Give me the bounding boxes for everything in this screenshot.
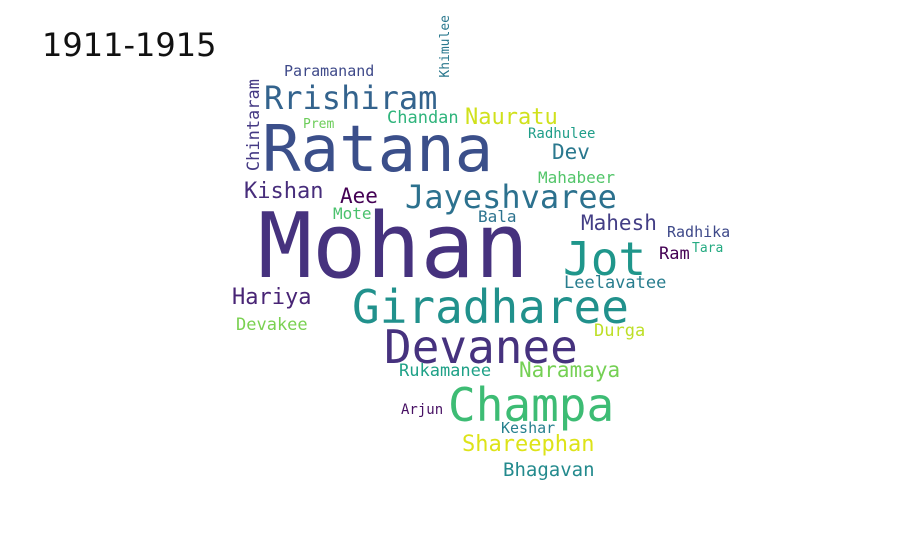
word-hariya: Hariya xyxy=(232,285,312,310)
word-rukamanee: Rukamanee xyxy=(399,361,492,381)
word-paramanand: Paramanand xyxy=(284,62,375,80)
word-tara: Tara xyxy=(692,241,724,256)
word-keshar: Keshar xyxy=(501,419,556,437)
word-jot: Jot xyxy=(563,232,647,286)
word-dev: Dev xyxy=(552,140,590,164)
word-mohan: Mohan xyxy=(258,194,529,299)
word-devanee: Devanee xyxy=(384,320,578,374)
word-giradharee: Giradharee xyxy=(352,280,629,334)
word-khimulee: Khimulee xyxy=(438,15,453,78)
word-arjun: Arjun xyxy=(401,402,444,418)
word-ram: Ram xyxy=(659,244,690,264)
word-champa: Champa xyxy=(448,378,615,432)
word-bala: Bala xyxy=(478,207,517,226)
word-mote: Mote xyxy=(333,204,372,223)
word-mahabeer: Mahabeer xyxy=(538,168,616,187)
word-bhagavan: Bhagavan xyxy=(503,459,595,481)
word-devakee: Devakee xyxy=(236,315,308,335)
word-kishan: Kishan xyxy=(244,179,324,204)
word-shareephan: Shareephan xyxy=(462,432,595,457)
word-rrishiram: Rrishiram xyxy=(264,79,438,117)
word-leelavatee: Leelavatee xyxy=(564,273,667,293)
word-nauratu: Nauratu xyxy=(465,105,558,130)
page-title: 1911-1915 xyxy=(42,26,217,64)
word-jayeshvaree: Jayeshvaree xyxy=(405,178,617,216)
word-chintaram: Chintaram xyxy=(244,79,264,172)
word-mahesh: Mahesh xyxy=(581,211,657,235)
word-prem: Prem xyxy=(303,117,335,132)
word-ratana: Ratana xyxy=(262,113,494,187)
word-radhika: Radhika xyxy=(667,223,731,241)
word-chandan: Chandan xyxy=(387,108,459,128)
word-durga: Durga xyxy=(594,321,646,341)
word-naramaya: Naramaya xyxy=(519,358,621,382)
word-radhulee: Radhulee xyxy=(528,126,596,142)
word-aee: Aee xyxy=(340,184,378,208)
